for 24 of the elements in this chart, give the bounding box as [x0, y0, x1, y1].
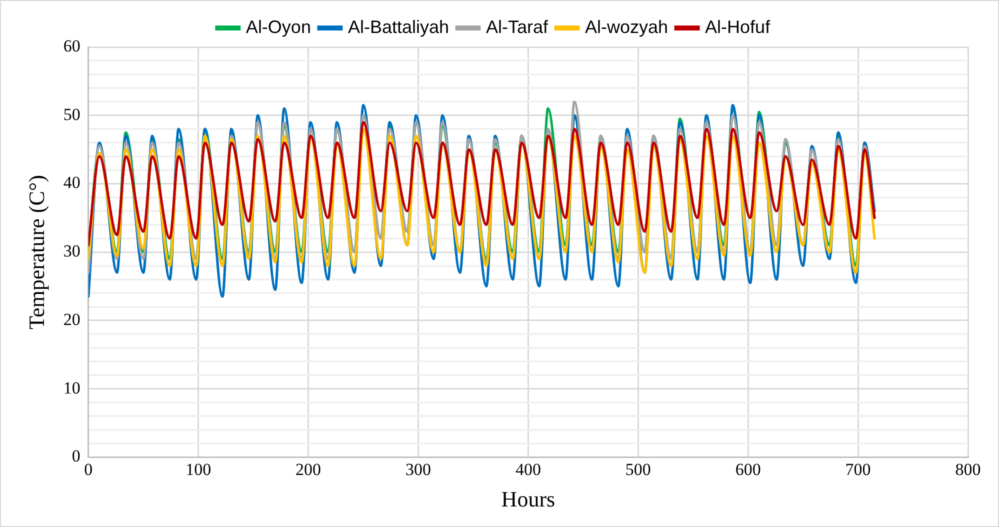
legend-label: Al-Hofuf	[705, 16, 772, 37]
x-tick-label: 200	[296, 460, 322, 479]
x-tick-label: 500	[625, 460, 651, 479]
y-tick-label: 30	[63, 242, 80, 261]
x-tick-label: 700	[845, 460, 871, 479]
x-tick-label: 100	[186, 460, 212, 479]
y-tick-label: 0	[72, 446, 80, 466]
x-tick-label: 400	[515, 460, 541, 479]
legend-label: Al-Battaliyah	[348, 16, 450, 37]
y-tick-label: 60	[63, 36, 80, 56]
x-axis-title: Hours	[501, 486, 556, 512]
legend-label: Al-Oyon	[246, 16, 311, 37]
y-tick-label: 10	[63, 378, 80, 398]
x-tick-label: 300	[406, 460, 431, 479]
y-tick-label: 20	[63, 310, 80, 329]
legend-label: Al-Taraf	[486, 16, 550, 37]
y-axis-title: Temperature (C°)	[24, 174, 49, 330]
line-series	[88, 120, 876, 247]
x-tick-label: 0	[84, 460, 93, 479]
y-tick-label: 50	[63, 104, 80, 124]
y-tick-label: 40	[63, 173, 80, 192]
x-tick-label: 600	[735, 460, 761, 479]
legend-label: Al-wozyah	[585, 16, 668, 37]
x-tick-label: 800	[955, 460, 981, 479]
